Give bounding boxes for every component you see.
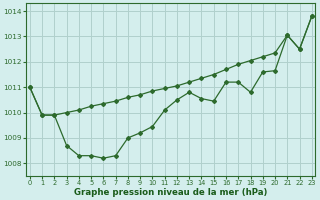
X-axis label: Graphe pression niveau de la mer (hPa): Graphe pression niveau de la mer (hPa) bbox=[74, 188, 268, 197]
